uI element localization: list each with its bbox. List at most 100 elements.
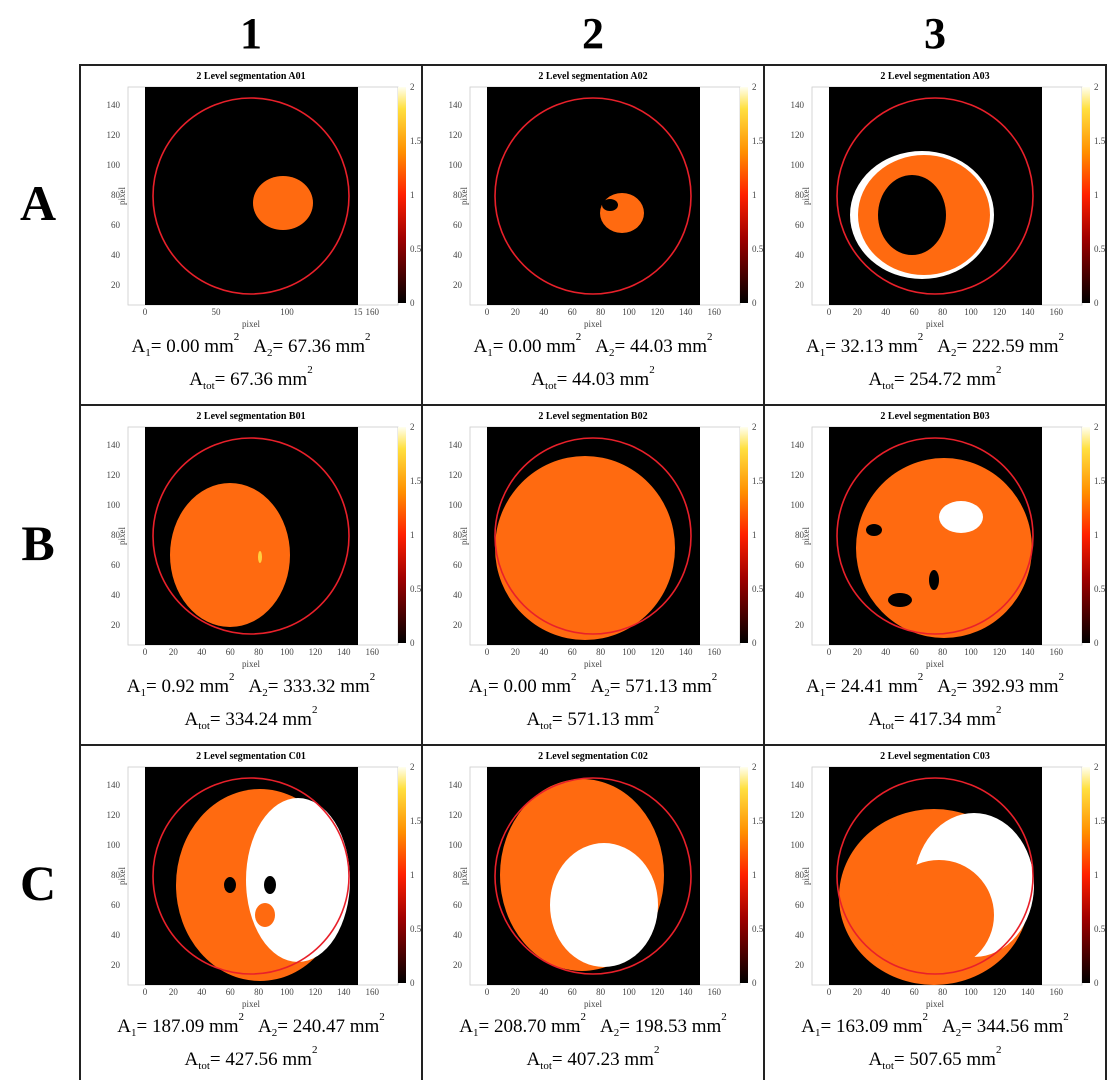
y-tick-label: 120	[449, 130, 463, 140]
colorbar-tick-label: 0	[752, 978, 757, 988]
colorbar-tick-label: 0	[752, 638, 757, 648]
y-tick-label: 140	[107, 440, 121, 450]
area-text: 333.32	[283, 676, 335, 697]
panel-title: 2 Level segmentation A02	[538, 71, 647, 82]
x-tick-label: 140	[679, 987, 693, 997]
area-text: 417.34	[909, 709, 962, 730]
x-tick-label: 20	[511, 647, 521, 657]
area-text: A	[527, 1049, 541, 1070]
area-text: =	[136, 1016, 151, 1037]
colorbar-tick-label: 1	[410, 190, 415, 200]
x-axis-label: pixel	[584, 319, 602, 329]
colorbar	[740, 87, 748, 303]
area-line: Atot= 407.23 mm2	[527, 1044, 660, 1072]
x-tick-label: 0	[143, 987, 148, 997]
y-tick-label: 20	[795, 620, 805, 630]
colorbar	[740, 427, 748, 643]
area-text: =	[215, 369, 230, 390]
x-tick-label: 160	[365, 307, 379, 317]
y-tick-label: 100	[791, 500, 805, 510]
x-tick-label: 100	[964, 987, 978, 997]
x-tick-label: 60	[226, 647, 236, 657]
y-axis-label: pixel	[459, 867, 469, 885]
panel: 2 Level segmentation A0105010015160pixel…	[80, 65, 422, 405]
area-line: Atot= 571.13 mm2	[527, 704, 660, 732]
segment	[929, 570, 939, 590]
colorbar-tick-label: 1	[1094, 190, 1099, 200]
x-tick-label: 160	[365, 647, 379, 657]
area-text: tot	[198, 1060, 210, 1072]
panel: 2 Level segmentation A030204060801001201…	[764, 65, 1106, 405]
area-line: Atot= 44.03 mm2	[531, 364, 654, 392]
area-text: A	[801, 1016, 815, 1037]
y-tick-label: 100	[449, 500, 463, 510]
area-text: mm	[962, 1049, 997, 1070]
x-tick-label: 80	[938, 987, 948, 997]
y-tick-label: 120	[449, 810, 463, 820]
x-tick-label: 60	[226, 987, 236, 997]
area-text: 208.70	[494, 1016, 546, 1037]
area-text: mm	[199, 336, 234, 357]
area-text: 67.36	[288, 336, 331, 357]
x-tick-label: 120	[309, 987, 323, 997]
area-text: 334.24	[225, 709, 278, 730]
area-text: 2	[1059, 331, 1065, 343]
y-tick-label: 20	[111, 620, 121, 630]
colorbar-tick-label: 0	[410, 298, 415, 308]
x-tick-label: 20	[511, 307, 521, 317]
row-label: B	[21, 515, 54, 571]
area-text: mm	[546, 1016, 581, 1037]
area-text: =	[478, 1016, 493, 1037]
area-text: =	[894, 709, 909, 730]
area-text: mm	[1024, 676, 1059, 697]
x-tick-label: 80	[938, 647, 948, 657]
area-text: mm	[331, 336, 366, 357]
panel: 2 Level segmentation A020204060801001201…	[422, 65, 764, 405]
area-text: mm	[1029, 1016, 1064, 1037]
area-text: 2	[312, 1044, 318, 1056]
y-tick-label: 20	[453, 960, 463, 970]
colorbar-tick-label: 2	[1094, 762, 1099, 772]
segment	[258, 551, 262, 563]
y-tick-label: 20	[795, 280, 805, 290]
colorbar	[398, 767, 406, 983]
area-text: A	[600, 1016, 614, 1037]
area-text: mm	[687, 1016, 722, 1037]
panel-title: 2 Level segmentation B02	[538, 411, 647, 422]
area-text: 44.03	[572, 369, 615, 390]
area-text: tot	[882, 1060, 894, 1072]
x-tick-label: 60	[910, 647, 920, 657]
colorbar-tick-label: 0.5	[1094, 924, 1106, 934]
x-tick-label: 40	[539, 987, 549, 997]
x-tick-label: 100	[280, 647, 294, 657]
area-text: mm	[273, 369, 308, 390]
area-text: =	[614, 336, 629, 357]
colorbar-tick-label: 1.5	[752, 476, 764, 486]
x-tick-label: 0	[143, 307, 148, 317]
area-text: mm	[673, 336, 708, 357]
y-tick-label: 100	[107, 840, 121, 850]
area-line: A1= 163.09 mm2A2= 344.56 mm2	[801, 1011, 1069, 1039]
y-tick-label: 100	[449, 840, 463, 850]
area-text: mm	[962, 369, 997, 390]
area-text: A	[937, 676, 951, 697]
y-tick-label: 120	[107, 130, 121, 140]
area-text: 2	[581, 1011, 587, 1023]
area-text: =	[488, 676, 503, 697]
colorbar-tick-label: 0	[1094, 978, 1099, 988]
area-text: 2	[239, 1011, 245, 1023]
y-tick-label: 40	[453, 930, 463, 940]
area-text: 24.41	[841, 676, 884, 697]
area-text: 2	[918, 331, 924, 343]
area-text: A	[117, 1016, 131, 1037]
colorbar-tick-label: 1.5	[410, 136, 422, 146]
segment	[856, 458, 1032, 638]
x-tick-label: 160	[1049, 647, 1063, 657]
area-text: 2	[234, 331, 240, 343]
area-text: 187.09	[152, 1016, 204, 1037]
area-line: Atot= 334.24 mm2	[185, 704, 318, 732]
